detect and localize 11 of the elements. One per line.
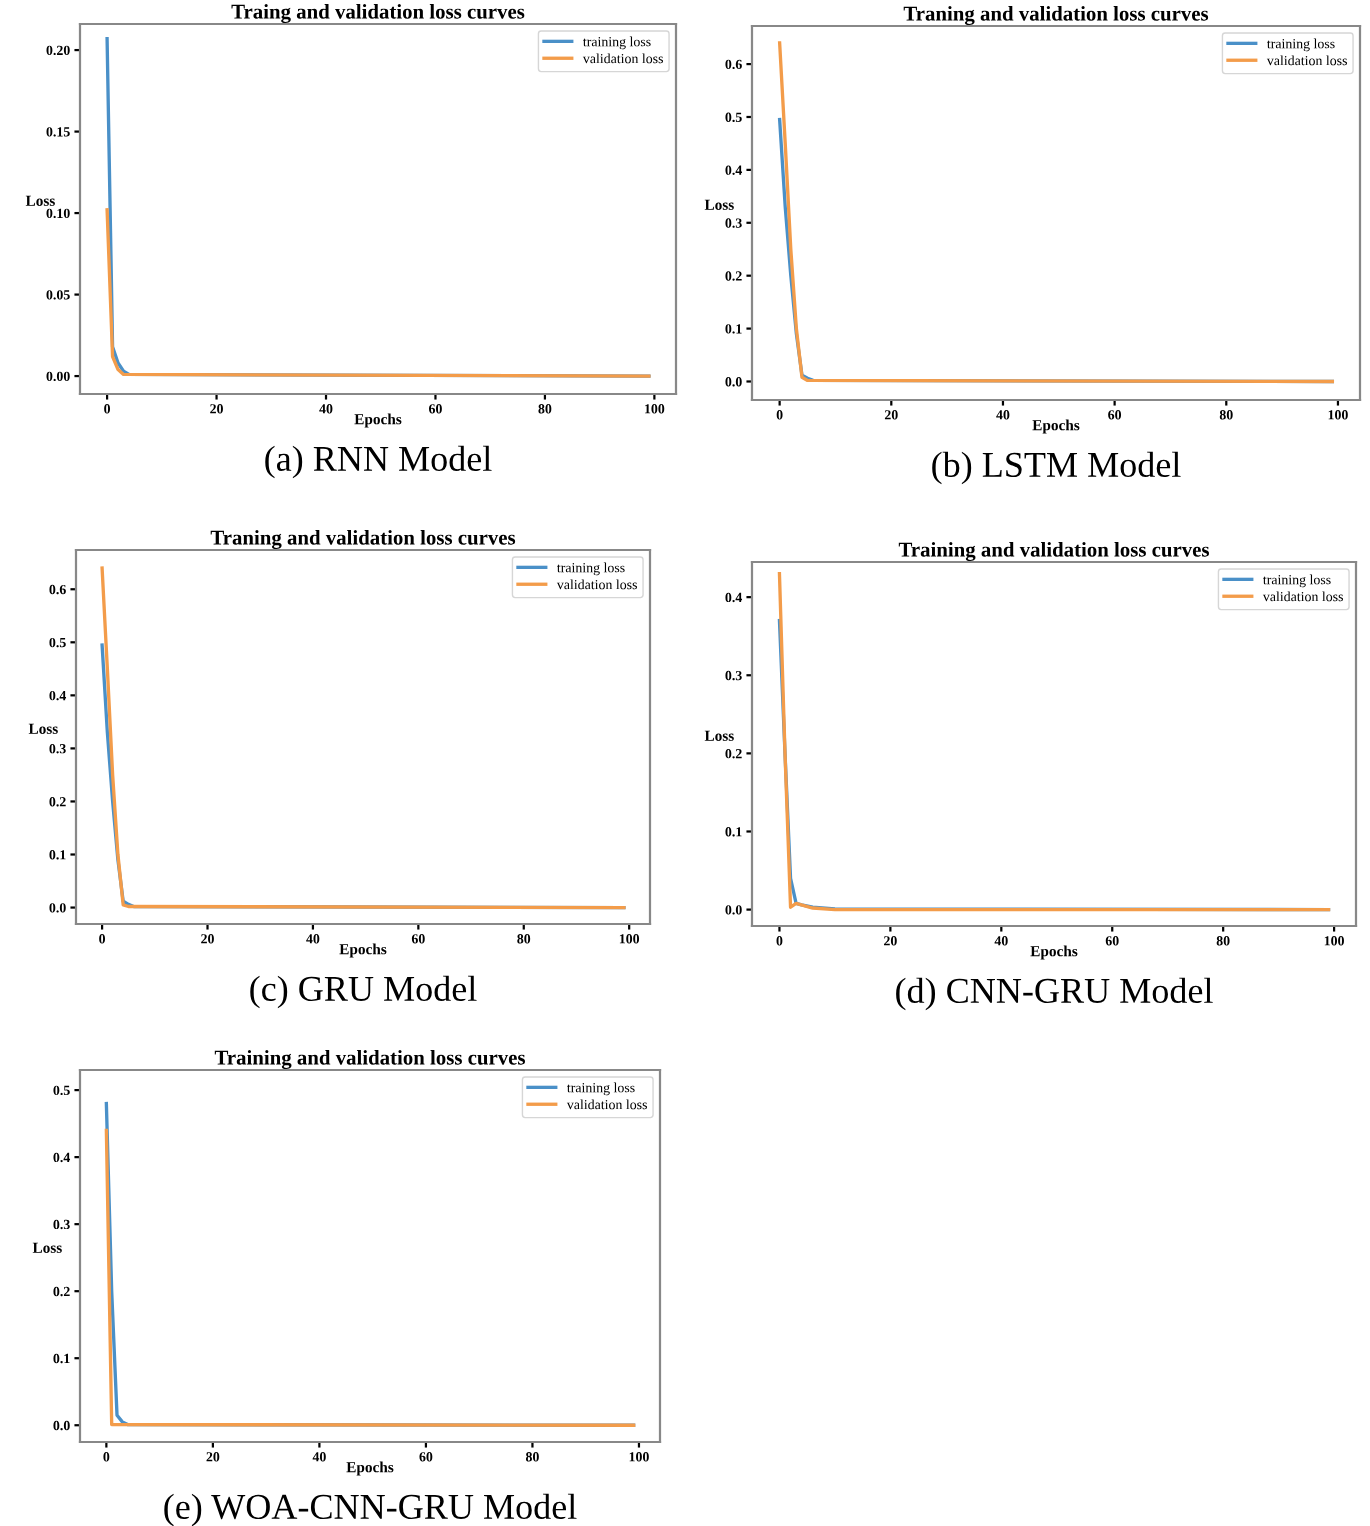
chart-title: Training and validation loss curves: [898, 541, 1209, 562]
chart-title: Traning and validation loss curves: [903, 5, 1209, 26]
chart-title: Traning and validation loss curves: [210, 529, 516, 550]
text: (b) LSTM Model: [932, 451, 1181, 485]
line-series: [105, 208, 651, 378]
text: (d) CNN-GRU Model: [896, 977, 1213, 1011]
text: (e) WOA-CNN-GRU Model: [164, 1493, 577, 1526]
text: (c) GRU Model: [250, 975, 477, 1009]
text: (a) RNN Model: [265, 445, 492, 479]
chart-title: Training and validation loss curves: [214, 1049, 525, 1070]
chart-title: Traing and validation loss curves: [231, 3, 525, 24]
